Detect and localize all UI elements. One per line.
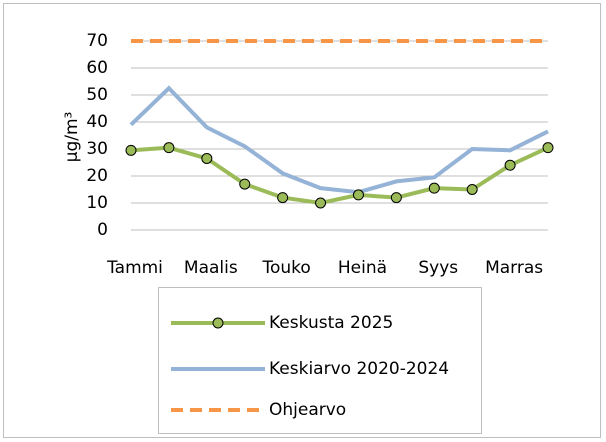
y-tick-label: 10: [86, 193, 108, 213]
marker: [315, 197, 327, 209]
y-tick-label: 20: [86, 166, 108, 186]
x-tick-label: Maalis: [184, 258, 238, 278]
marker: [504, 159, 516, 171]
legend-label: Ohjearvo: [269, 400, 346, 420]
series-line: [130, 145, 549, 206]
y-tick-label: 40: [86, 112, 108, 132]
marker: [201, 152, 213, 164]
y-tick-label: 30: [86, 139, 108, 159]
legend-label: Keskiarvo 2020-2024: [269, 359, 449, 379]
y-tick-label: 50: [86, 85, 108, 105]
legend-label: Keskusta 2025: [269, 313, 393, 333]
marker: [542, 142, 554, 154]
marker: [163, 142, 175, 154]
marker: [352, 189, 364, 201]
x-tick-label: Touko: [261, 258, 310, 278]
series-line: [129, 85, 549, 195]
x-tick-label: Marras: [485, 258, 543, 278]
y-tick-label: 60: [86, 58, 108, 78]
marker: [239, 178, 251, 190]
marker: [466, 184, 478, 195]
y-tick-label: 0: [97, 220, 108, 240]
marker: [390, 192, 402, 204]
y-axis-label: μg/m³: [62, 112, 82, 163]
x-tick-label: Syys: [418, 258, 458, 278]
marker: [277, 192, 289, 204]
marker: [428, 182, 440, 194]
legend-marker: [212, 317, 224, 329]
x-tick-label: Tammi: [106, 258, 163, 278]
y-tick-label: 70: [86, 31, 108, 51]
x-tick-label: Heinä: [338, 258, 387, 278]
marker: [125, 144, 137, 156]
